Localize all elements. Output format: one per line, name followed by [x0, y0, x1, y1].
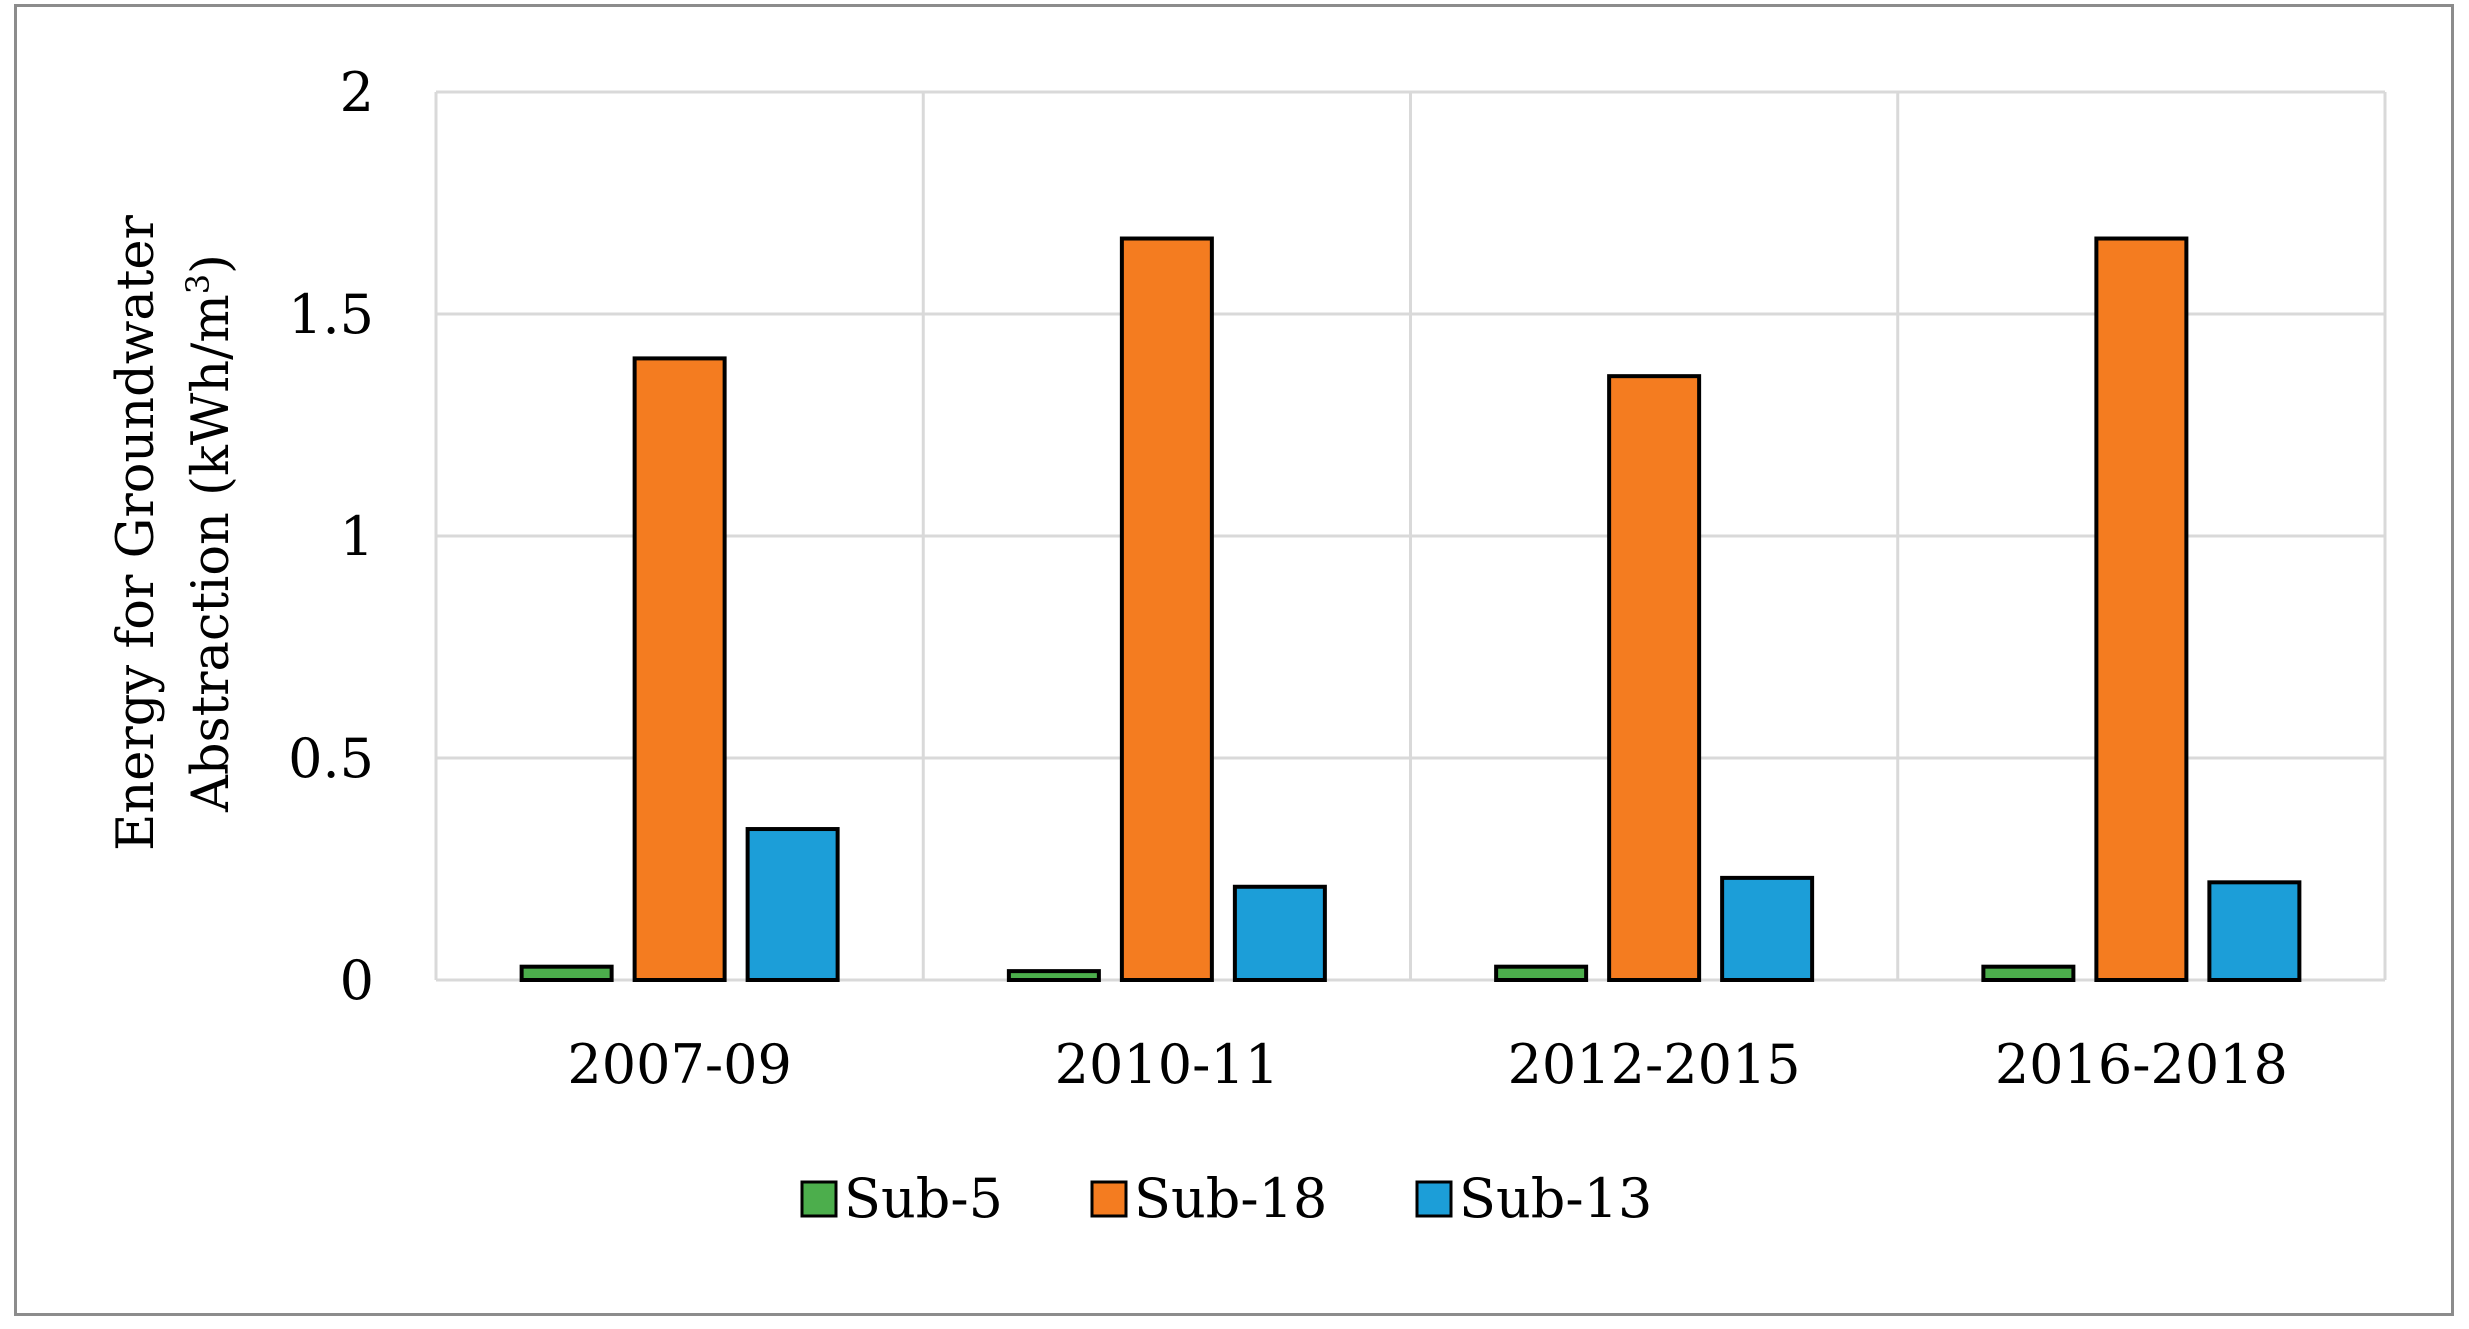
- legend-swatch-sub-5: [800, 1180, 838, 1218]
- bar-sub-5-2010-11: [1006, 969, 1101, 982]
- bar-sub-13-2016-2018: [2207, 880, 2302, 983]
- legend-label-sub-18: Sub-18: [1134, 1167, 1327, 1230]
- y-tick-label: 1: [340, 505, 374, 568]
- y-axis-title-close: ): [182, 254, 241, 274]
- bar-sub-18-2010-11: [1119, 236, 1214, 982]
- bar-sub-13-2007-09: [745, 827, 840, 982]
- legend: Sub-5 Sub-18 Sub-13: [800, 1167, 1652, 1230]
- x-tick-label: 2012-2015: [1508, 1033, 1801, 1096]
- bar-sub-5-2016-2018: [1981, 964, 2076, 982]
- y-axis-title-line2: Abstraction (kWh/m3): [179, 254, 241, 813]
- legend-swatch-sub-13: [1415, 1180, 1453, 1218]
- gridlines: [434, 90, 2387, 982]
- bars: [519, 236, 2302, 983]
- y-tick-label: 0: [340, 949, 374, 1012]
- legend-label-sub-5: Sub-5: [844, 1167, 1003, 1230]
- y-axis-title-superscript: 3: [179, 274, 217, 294]
- y-axis-ticks: 0 0.5 1 1.5 2: [288, 61, 374, 1012]
- bar-sub-18-2012-2015: [1607, 374, 1702, 983]
- x-axis-ticks: 2007-09 2010-11 2012-2015 2016-2018: [567, 1033, 2288, 1096]
- bar-sub-13-2012-2015: [1720, 875, 1815, 983]
- chart-frame: [14, 4, 2454, 1316]
- legend-swatch-sub-18: [1090, 1180, 1128, 1218]
- bar-sub-5-2012-2015: [1494, 964, 1589, 982]
- bar-sub-13-2010-11: [1232, 884, 1327, 983]
- bar-sub-5-2007-09: [519, 964, 614, 982]
- bar-sub-18-2007-09: [632, 356, 727, 982]
- y-axis-title-text: Abstraction (kWh/m: [182, 294, 241, 813]
- x-tick-label: 2016-2018: [1995, 1033, 2288, 1096]
- y-axis-title-line1: Energy for Groundwater: [107, 215, 166, 851]
- bar-sub-18-2016-2018: [2094, 236, 2189, 982]
- x-tick-label: 2010-11: [1055, 1033, 1279, 1096]
- x-tick-label: 2007-09: [567, 1033, 791, 1096]
- y-tick-label: 0.5: [288, 727, 374, 790]
- y-tick-label: 2: [340, 61, 374, 124]
- y-tick-label: 1.5: [288, 283, 374, 346]
- legend-label-sub-13: Sub-13: [1459, 1167, 1652, 1230]
